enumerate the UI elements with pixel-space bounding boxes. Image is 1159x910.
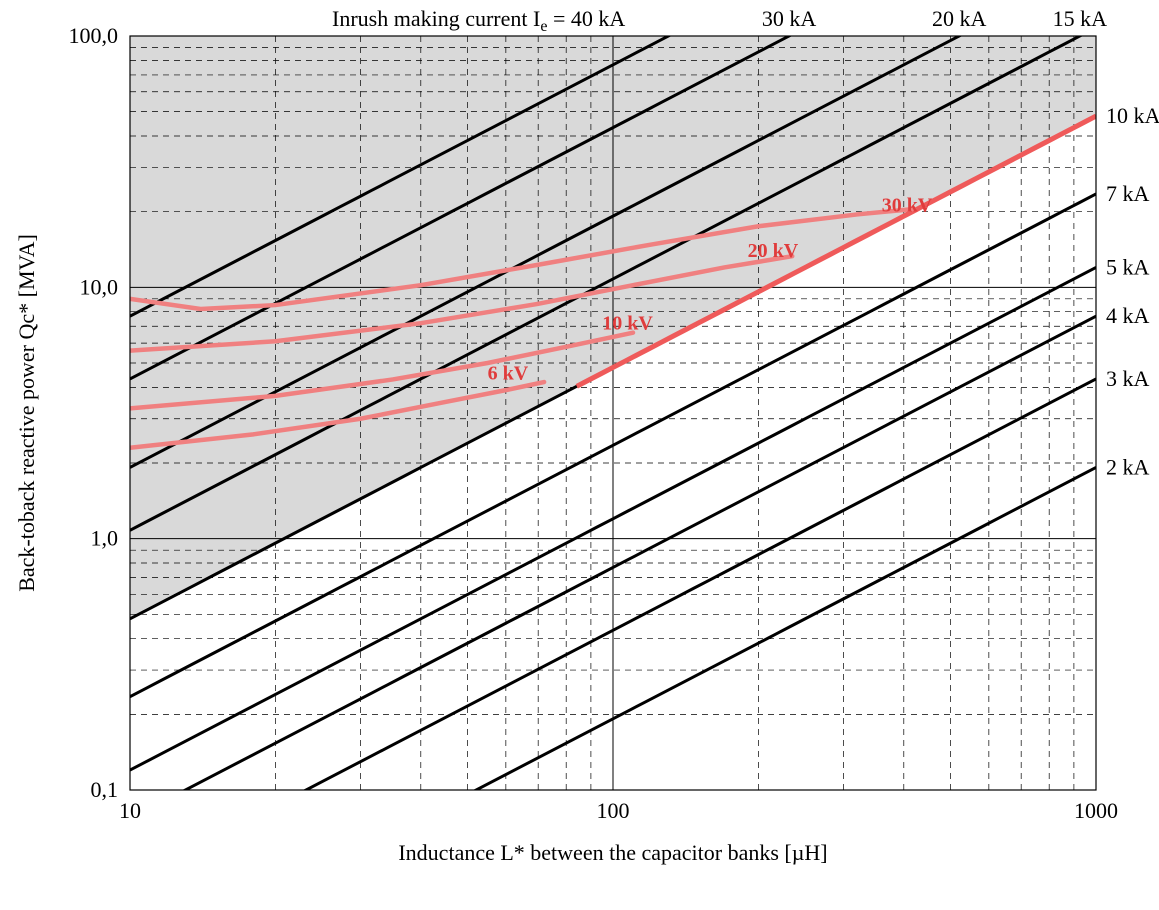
x-axis-label: Inductance L* between the capacitor bank…	[398, 840, 827, 865]
chart-container: { "chart": { "type": "log-log-line", "wi…	[0, 0, 1159, 910]
right-label: 10 kA	[1106, 103, 1159, 128]
right-label: 7 kA	[1106, 181, 1150, 206]
y-tick-label: 0,1	[91, 777, 119, 802]
kv-label: 20 kV	[748, 240, 799, 262]
y-tick-label: 10,0	[80, 274, 119, 299]
right-label: 4 kA	[1106, 303, 1150, 328]
right-label: 5 kA	[1106, 254, 1150, 279]
right-label: 3 kA	[1106, 366, 1150, 391]
top-annotation-value: 20 kA	[932, 6, 987, 31]
x-tick-label: 100	[597, 798, 630, 823]
kv-label: 10 kV	[602, 312, 653, 334]
kv-label: 6 kV	[488, 362, 529, 384]
y-axis-label: Back-toback reactive power Qc* [MVA]	[14, 234, 39, 592]
top-annotation-value: 30 kA	[762, 6, 817, 31]
y-tick-label: 1,0	[91, 526, 119, 551]
chart-svg: 30 kV 20 kV 10 kV 6 kV 10 100 1000 0,1 1,0 10,0 10…	[0, 0, 1159, 910]
kv-label: 30 kV	[882, 195, 933, 217]
y-tick-label: 100,0	[69, 23, 119, 48]
x-tick-label: 1000	[1074, 798, 1118, 823]
right-label: 2 kA	[1106, 454, 1150, 479]
x-tick-label: 10	[119, 798, 141, 823]
top-annotation: Inrush making current Ie = 40 kA	[332, 6, 625, 35]
top-annotation-value: 15 kA	[1053, 6, 1108, 31]
